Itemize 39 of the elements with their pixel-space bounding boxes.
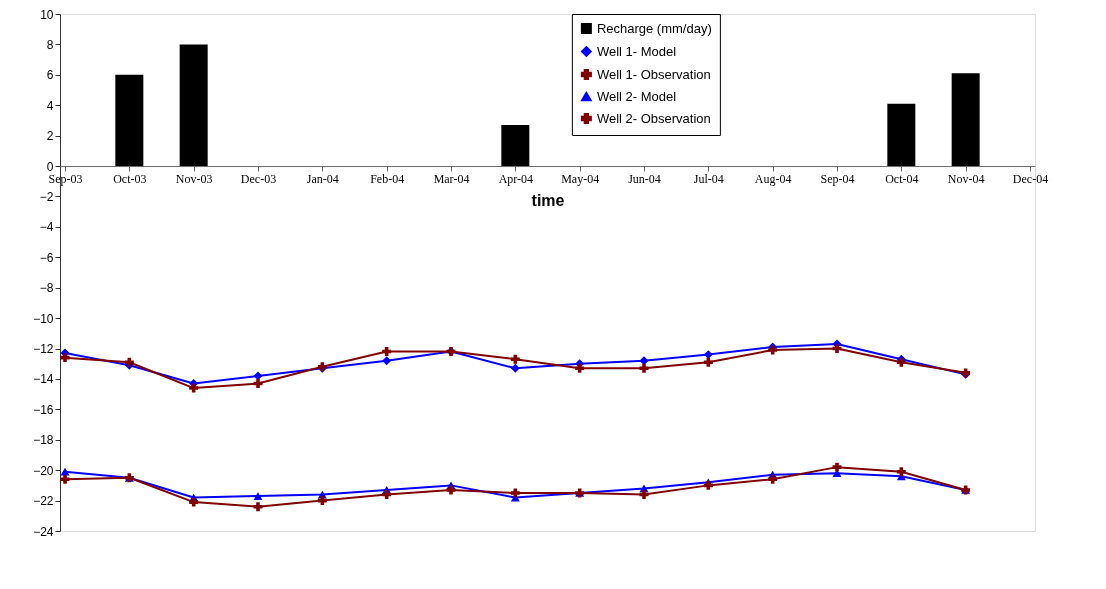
x-tick-label: Jul-04 [693,171,724,186]
x-tick-label: Nov-04 [947,171,985,186]
x-tick-label: Jun-04 [628,171,661,186]
x-tick-label: Dec-04 [1012,171,1049,186]
y-tick-label: 6 [46,68,54,83]
y-tick-label: −12 [33,342,54,357]
y-tick-label: −6 [39,250,54,265]
x-tick-label: Feb-04 [370,171,405,186]
y-tick-label: −18 [33,433,54,448]
x-tick-label: Dec-03 [240,171,277,186]
y-tick-label: −8 [39,281,54,296]
y-tick-label: 10 [40,7,54,22]
y-tick-label: −24 [33,524,54,539]
x-tick-label: Aug-04 [754,171,792,186]
x-tick-label: Jan-04 [306,171,339,186]
y-tick-label: 4 [46,98,54,113]
y-tick-label: −16 [33,402,54,417]
legend-label: Well 2- Model [596,88,677,104]
x-tick-label: Nov-03 [175,171,213,186]
legend-label: Well 1- Observation [596,66,711,82]
x-axis-title: time [531,191,565,209]
x-tick-label: May-04 [561,171,600,186]
y-tick-label: 8 [46,37,54,52]
y-tick-label: 2 [46,129,54,144]
y-tick-label: −4 [39,220,54,235]
x-tick-label: Sep-04 [820,171,855,186]
y-tick-label: −2 [39,189,54,204]
y-tick-label: −10 [33,311,54,326]
x-tick-label: Mar-04 [433,171,470,186]
x-tick-label: Oct-04 [885,171,919,186]
legend-label: Well 2- Observation [596,110,711,126]
x-tick-label: Oct-03 [113,171,147,186]
y-tick-label: −14 [33,372,54,387]
y-tick-label: 0 [46,159,54,174]
legend-label: Well 1- Model [596,43,677,59]
x-tick-label: Apr-04 [498,171,534,186]
legend-label: Recharge (mm/day) [596,20,712,36]
y-tick-label: −20 [33,463,54,478]
y-tick-label: −22 [33,494,54,509]
